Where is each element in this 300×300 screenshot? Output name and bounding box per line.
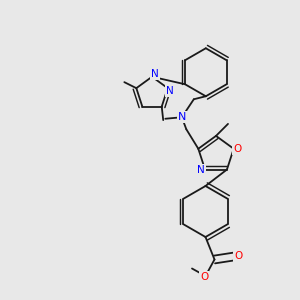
Text: O: O [233,144,242,154]
Text: N: N [151,69,159,80]
Text: N: N [166,85,174,96]
Text: O: O [234,251,243,261]
Text: N: N [178,112,186,122]
Text: O: O [200,272,208,282]
Text: N: N [197,164,205,175]
